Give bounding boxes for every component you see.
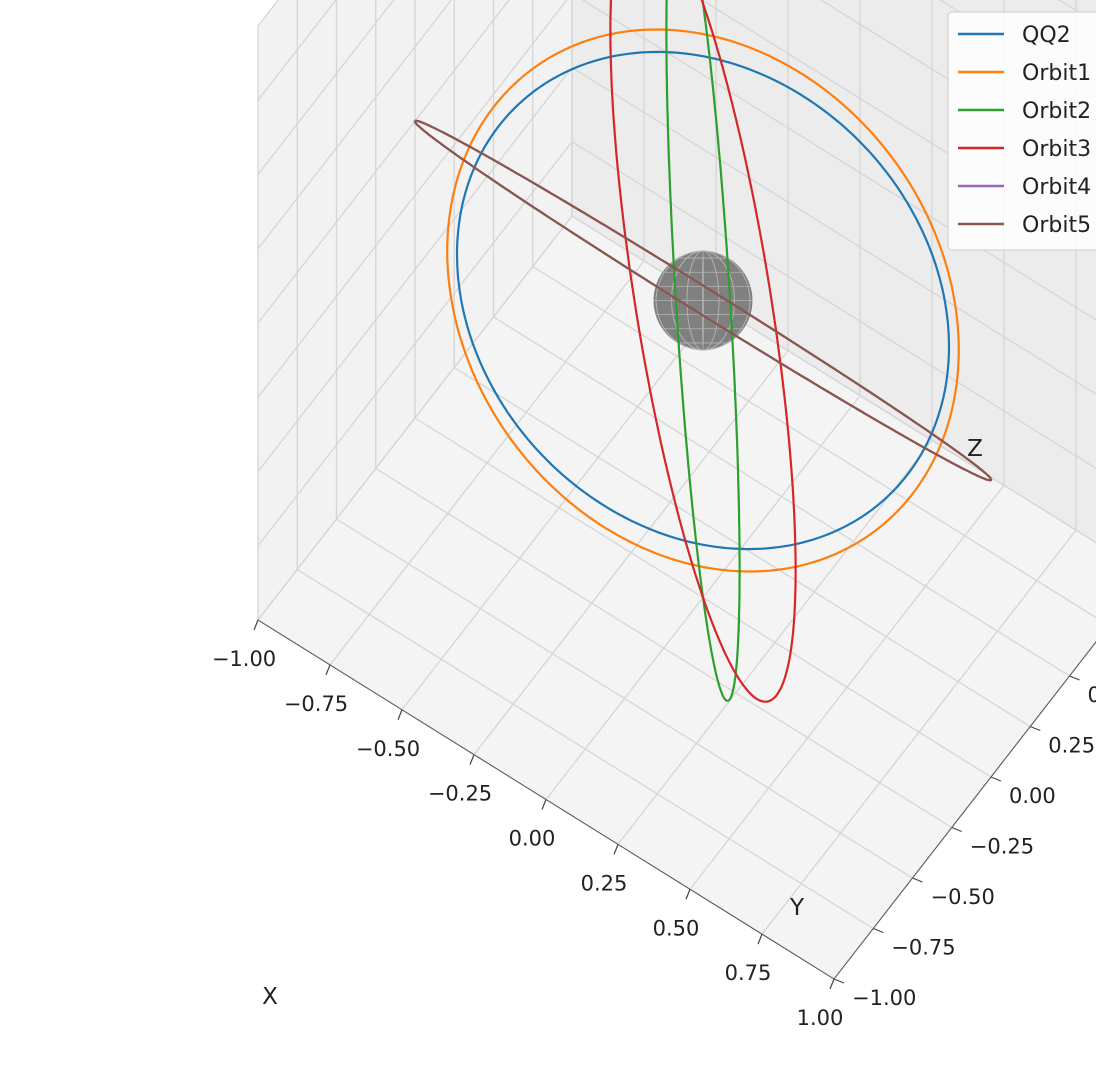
x-tick-mark bbox=[397, 709, 403, 720]
y-tick-label: 0.25 bbox=[1048, 734, 1095, 758]
x-tick-mark bbox=[829, 978, 835, 990]
z-axis-label: Z bbox=[967, 436, 983, 462]
grid-line bbox=[257, 0, 395, 175]
y-tick-mark bbox=[912, 877, 923, 883]
legend: QQ2 Orbit1 Orbit2 Orbit3 Orbit4 Orbit5 bbox=[947, 11, 1096, 251]
orbit-orbit2 bbox=[665, 0, 741, 702]
orbit-orbit5 bbox=[413, 119, 993, 482]
x-tick-label: −0.25 bbox=[428, 782, 492, 806]
x-tick-label: −0.75 bbox=[284, 692, 348, 716]
grid-line bbox=[493, 316, 1070, 677]
grid-line bbox=[453, 366, 1031, 728]
grid-line bbox=[689, 484, 1005, 890]
x-axis-label: X bbox=[262, 984, 278, 1010]
x-tick-mark bbox=[469, 754, 475, 765]
y-tick-label: 0.50 bbox=[1088, 683, 1096, 707]
legend-item: Orbit4 bbox=[958, 175, 1091, 200]
y-tick-label: −0.25 bbox=[970, 835, 1034, 859]
axis-ticks: −1.00 −0.75 −0.50 −0.25 0.00 0.25 0.50 0.75 1.00… bbox=[212, 619, 1096, 1030]
orbit-orbit1 bbox=[446, 28, 960, 573]
orbit-qq2 bbox=[455, 50, 951, 551]
grid-line bbox=[257, 0, 337, 101]
y-tick-mark bbox=[1030, 725, 1041, 732]
legend-label: Orbit1 bbox=[1022, 61, 1091, 86]
x-tick-label: 0.25 bbox=[581, 871, 628, 895]
x-tick-label: 0.00 bbox=[509, 827, 556, 851]
y-tick-label: −0.50 bbox=[931, 885, 995, 909]
floor-pane bbox=[258, 216, 1096, 979]
y-tick-label: 0.00 bbox=[1009, 784, 1056, 808]
x-tick-label: 0.50 bbox=[653, 916, 700, 940]
grid-line bbox=[761, 529, 1077, 935]
y-tick-mark bbox=[1069, 675, 1080, 681]
y-tick-mark bbox=[833, 978, 845, 984]
x-tick-mark bbox=[757, 933, 763, 945]
x-tick-mark bbox=[613, 844, 619, 855]
x-tick-mark bbox=[685, 889, 691, 900]
x-tick-mark bbox=[325, 664, 331, 676]
planet-sphere bbox=[653, 250, 753, 351]
y-tick-mark bbox=[951, 826, 962, 833]
grid-line bbox=[257, 0, 453, 250]
legend-item: Orbit3 bbox=[958, 137, 1091, 162]
y-tick-label: −0.75 bbox=[891, 936, 955, 960]
legend-item: QQ2 bbox=[958, 23, 1071, 48]
y-tick-mark bbox=[873, 927, 884, 934]
axis-edge bbox=[257, 619, 835, 980]
orbit-orbit3 bbox=[609, 0, 797, 703]
x-tick-label: 1.00 bbox=[797, 1006, 844, 1030]
sphere-meridian bbox=[655, 250, 751, 351]
legend-item: Orbit1 bbox=[958, 61, 1091, 86]
x-tick-label: −1.00 bbox=[212, 647, 276, 671]
legend-label: Orbit4 bbox=[1022, 175, 1091, 200]
y-tick-label: −1.00 bbox=[852, 986, 916, 1010]
x-tick-mark bbox=[253, 619, 259, 631]
x-tick-label: 0.75 bbox=[725, 961, 772, 985]
grid-line bbox=[617, 439, 933, 845]
x-tick-mark bbox=[541, 799, 547, 810]
legend-label: QQ2 bbox=[1022, 23, 1071, 48]
legend-label: Orbit2 bbox=[1022, 99, 1091, 124]
y-axis-label: Y bbox=[789, 895, 805, 921]
grid-line bbox=[532, 265, 1096, 619]
legend-item: Orbit2 bbox=[958, 99, 1091, 124]
legend-label: Orbit5 bbox=[1022, 213, 1091, 238]
orbit-lines bbox=[413, 0, 993, 703]
x-tick-label: −0.50 bbox=[356, 737, 420, 761]
legend-label: Orbit3 bbox=[1022, 137, 1091, 162]
legend-item: Orbit5 bbox=[958, 213, 1091, 238]
y-tick-mark bbox=[990, 776, 1002, 782]
